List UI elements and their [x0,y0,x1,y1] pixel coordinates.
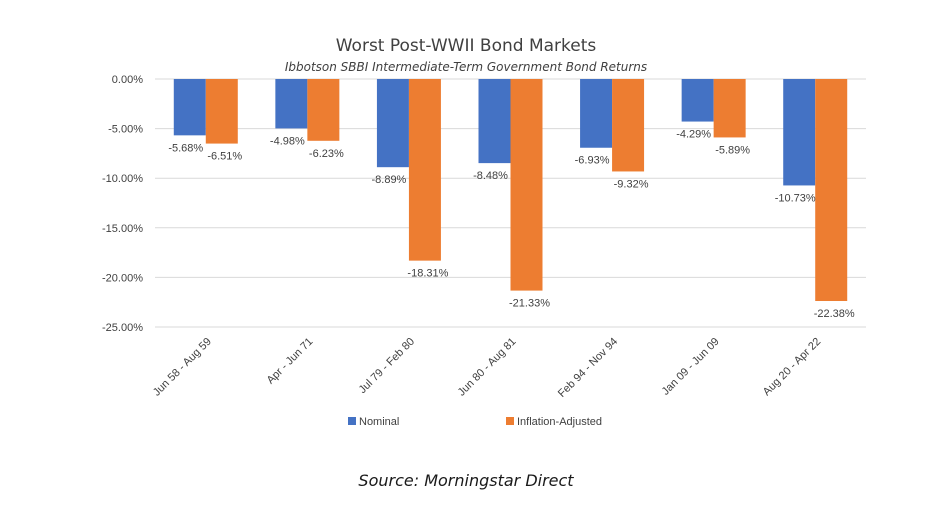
bar-nominal [173,79,206,136]
y-tick-label: -10.00% [102,173,143,185]
x-tick-label: Jul 79 - Feb 80 [357,336,417,396]
bar-inflation-adjusted [408,79,441,261]
data-label: -22.38% [814,308,855,320]
legend-swatch-inflation-adjusted [506,417,514,425]
x-tick-label: Jan 09 - Jun 09 [660,336,722,398]
x-axis-ticks: Jun 58 - Aug 59 Apr - Jun 71 Jul 79 - Feb … [151,336,823,400]
bar-inflation-adjusted [713,79,746,138]
legend: Nominal Inflation-Adjusted [348,416,602,428]
data-label: -5.89% [715,144,750,156]
bar-nominal [478,79,511,164]
bar-inflation-adjusted [205,79,238,144]
bar-nominal [580,79,613,148]
data-label: -6.23% [309,148,344,160]
data-labels: -5.68% -6.51% -4.98% -6.23% -8.89% -18.31% -8.… [168,129,855,320]
source-note: Source: Morningstar Direct [358,471,574,490]
data-label: -9.32% [614,178,649,190]
chart-title: Worst Post-WWII Bond Markets [336,36,597,56]
bar-nominal [275,79,308,129]
x-tick-label: Jun 58 - Aug 59 [151,336,214,399]
data-label: -4.29% [676,129,711,141]
y-tick-label: -5.00% [108,124,143,136]
x-tick-label: Apr - Jun 71 [265,336,316,387]
chart-subtitle: Ibbotson SBBI Intermediate-Term Governme… [285,60,647,74]
y-tick-label: -15.00% [102,223,143,235]
data-label: -5.68% [168,142,203,154]
bar-nominal [783,79,816,186]
legend-label-inflation-adjusted: Inflation-Adjusted [517,416,602,428]
legend-swatch-nominal [348,417,356,425]
data-label: -21.33% [509,298,550,310]
data-label: -10.73% [775,192,816,204]
data-label: -6.51% [207,151,242,163]
data-label: -6.93% [575,155,610,167]
bar-inflation-adjusted [307,79,340,141]
bar-inflation-adjusted [510,79,543,291]
y-tick-label: -20.00% [102,272,143,284]
y-tick-label: -25.00% [102,322,143,334]
y-tick-label: 0.00% [112,74,143,86]
data-label: -8.48% [473,170,508,182]
data-label: -8.89% [371,174,406,186]
x-tick-label: Jun 80 - Aug 81 [456,336,519,399]
bars [173,79,848,302]
y-axis-ticks: 0.00% -5.00% -10.00% -15.00% -20.00% -25.00% [102,74,143,334]
data-label: -4.98% [270,135,305,147]
bar-inflation-adjusted [815,79,848,302]
bar-nominal [376,79,409,168]
x-tick-label: Feb 94 - Nov 94 [556,336,620,400]
bar-inflation-adjusted [612,79,645,172]
x-tick-label: Aug 20 - Apr 22 [761,336,824,399]
data-label: -18.31% [407,268,448,280]
bar-nominal [681,79,714,122]
legend-label-nominal: Nominal [359,416,399,428]
